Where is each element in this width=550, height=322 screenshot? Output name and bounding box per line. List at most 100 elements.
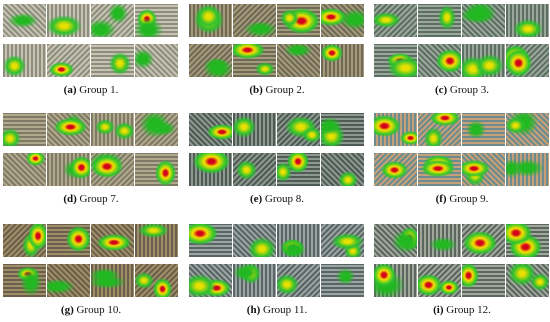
heat-blob: [91, 155, 124, 178]
heatmap-image: [3, 264, 46, 297]
heatmap-image: [189, 4, 232, 37]
heatmap-image: [47, 264, 90, 297]
caption: (h) Group 11.: [189, 304, 365, 316]
heat-blob: [506, 224, 533, 245]
heatmap-image: [321, 153, 364, 186]
caption-label: (c): [434, 84, 448, 96]
heatmap-image: [374, 224, 417, 257]
figure-panel: (h) Group 11.: [189, 224, 365, 322]
heat-blob: [287, 153, 310, 173]
heat-blob: [330, 233, 364, 251]
heatmap-image: [506, 113, 549, 146]
heatmap-image: [91, 44, 134, 77]
heat-blob: [113, 121, 134, 141]
heatmap-image: [374, 4, 417, 37]
caption: (i) Group 12.: [374, 304, 550, 316]
caption-text: Group 11.: [263, 304, 308, 316]
heatmap-image: [321, 113, 364, 146]
heat-blob: [475, 54, 505, 77]
heat-blob: [301, 127, 320, 144]
caption-text: Group 9.: [449, 193, 489, 205]
heat-blob: [94, 119, 115, 136]
heatmap-image: [189, 44, 232, 77]
caption-text: Group 8.: [264, 193, 305, 205]
heat-blob: [511, 159, 544, 178]
heat-blob: [91, 275, 126, 290]
heat-blob: [3, 128, 22, 146]
heatmap-image: [135, 113, 178, 146]
heat-blob: [381, 160, 408, 180]
heat-blob: [436, 49, 461, 74]
caption-text: Group 10.: [76, 304, 122, 316]
heat-blob: [108, 4, 128, 24]
heatmap-image: [189, 153, 232, 186]
heat-blob: [204, 58, 229, 73]
heatmap-image: [233, 153, 276, 186]
heat-blob: [138, 224, 169, 239]
heatmap-image: [374, 153, 417, 186]
heatmap-image: [321, 4, 364, 37]
caption-label: (h): [246, 304, 261, 316]
caption: (a) Group 1.: [3, 84, 179, 96]
heat-blob: [108, 52, 132, 75]
heatmap-grid: [189, 224, 365, 297]
heatmap-image: [321, 264, 364, 297]
heatmap-image: [3, 4, 46, 37]
caption-label: (i): [433, 304, 444, 316]
heat-blob: [374, 264, 396, 287]
caption: (c) Group 3.: [374, 84, 550, 96]
heatmap-image: [462, 113, 505, 146]
caption-label: (a): [63, 84, 77, 96]
caption-label: (f): [435, 193, 447, 205]
heatmap-image: [462, 4, 505, 37]
figure-panel: (c) Group 3.: [374, 4, 550, 104]
heat-blob: [8, 12, 38, 29]
heat-blob: [47, 14, 82, 37]
heatmap-image: [506, 44, 549, 77]
heatmap-grid: [189, 4, 365, 77]
heat-blob: [337, 170, 358, 186]
heat-blob: [47, 278, 76, 295]
heatmap-image: [418, 224, 461, 257]
heatmap-image: [506, 264, 549, 297]
heatmap-image: [233, 44, 276, 77]
heatmap-image: [277, 264, 320, 297]
heatmap-grid: [3, 224, 179, 297]
heatmap-image: [277, 113, 320, 146]
heatmap-image: [277, 224, 320, 257]
heatmap-image: [91, 113, 134, 146]
heatmap-image: [418, 264, 461, 297]
heat-blob: [65, 225, 90, 253]
heatmap-image: [462, 224, 505, 257]
heat-blob: [247, 236, 276, 257]
figure-panel: (g) Group 10.: [3, 224, 179, 322]
heatmap-image: [47, 44, 90, 77]
figure-panel: (d) Group 7.: [3, 113, 179, 213]
heatmap-image: [374, 113, 417, 146]
heat-blob: [335, 268, 355, 285]
heat-blob: [374, 114, 401, 137]
heatmap-image: [189, 264, 232, 297]
heatmap-image: [506, 4, 549, 37]
heat-blob: [139, 113, 169, 139]
heatmap-image: [91, 224, 134, 257]
caption-label: (d): [63, 193, 77, 205]
caption-text: Group 3.: [449, 84, 490, 96]
heat-blob: [48, 62, 74, 77]
heat-blob: [399, 131, 417, 146]
heatmap-image: [135, 153, 178, 186]
heat-blob: [321, 117, 343, 135]
heatmap-image: [418, 4, 461, 37]
caption-text: Group 2.: [265, 84, 305, 96]
heatmap-image: [189, 113, 232, 146]
heat-blob: [135, 271, 155, 290]
heat-blob: [233, 116, 257, 139]
heatmap-image: [462, 44, 505, 77]
heatmap-image: [418, 44, 461, 77]
heat-blob: [233, 264, 258, 282]
heatmap-image: [233, 224, 276, 257]
caption-label: (e): [249, 193, 263, 205]
heatmap-image: [277, 4, 320, 37]
heat-blob: [189, 224, 218, 246]
